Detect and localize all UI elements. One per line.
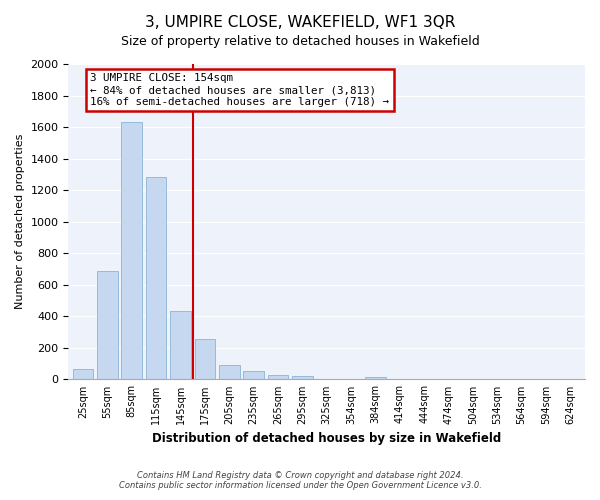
Text: Contains HM Land Registry data © Crown copyright and database right 2024.
Contai: Contains HM Land Registry data © Crown c… — [119, 470, 481, 490]
X-axis label: Distribution of detached houses by size in Wakefield: Distribution of detached houses by size … — [152, 432, 502, 445]
Bar — [365, 377, 386, 380]
Bar — [219, 365, 239, 380]
Bar — [194, 339, 215, 380]
Bar — [73, 369, 94, 380]
Bar — [268, 374, 289, 380]
Bar — [97, 270, 118, 380]
Text: 3, UMPIRE CLOSE, WAKEFIELD, WF1 3QR: 3, UMPIRE CLOSE, WAKEFIELD, WF1 3QR — [145, 15, 455, 30]
Text: 3 UMPIRE CLOSE: 154sqm
← 84% of detached houses are smaller (3,813)
16% of semi-: 3 UMPIRE CLOSE: 154sqm ← 84% of detached… — [91, 74, 389, 106]
Bar — [243, 371, 264, 380]
Y-axis label: Number of detached properties: Number of detached properties — [15, 134, 25, 310]
Text: Size of property relative to detached houses in Wakefield: Size of property relative to detached ho… — [121, 35, 479, 48]
Bar — [146, 177, 166, 380]
Bar — [292, 376, 313, 380]
Bar — [121, 122, 142, 380]
Bar — [170, 311, 191, 380]
